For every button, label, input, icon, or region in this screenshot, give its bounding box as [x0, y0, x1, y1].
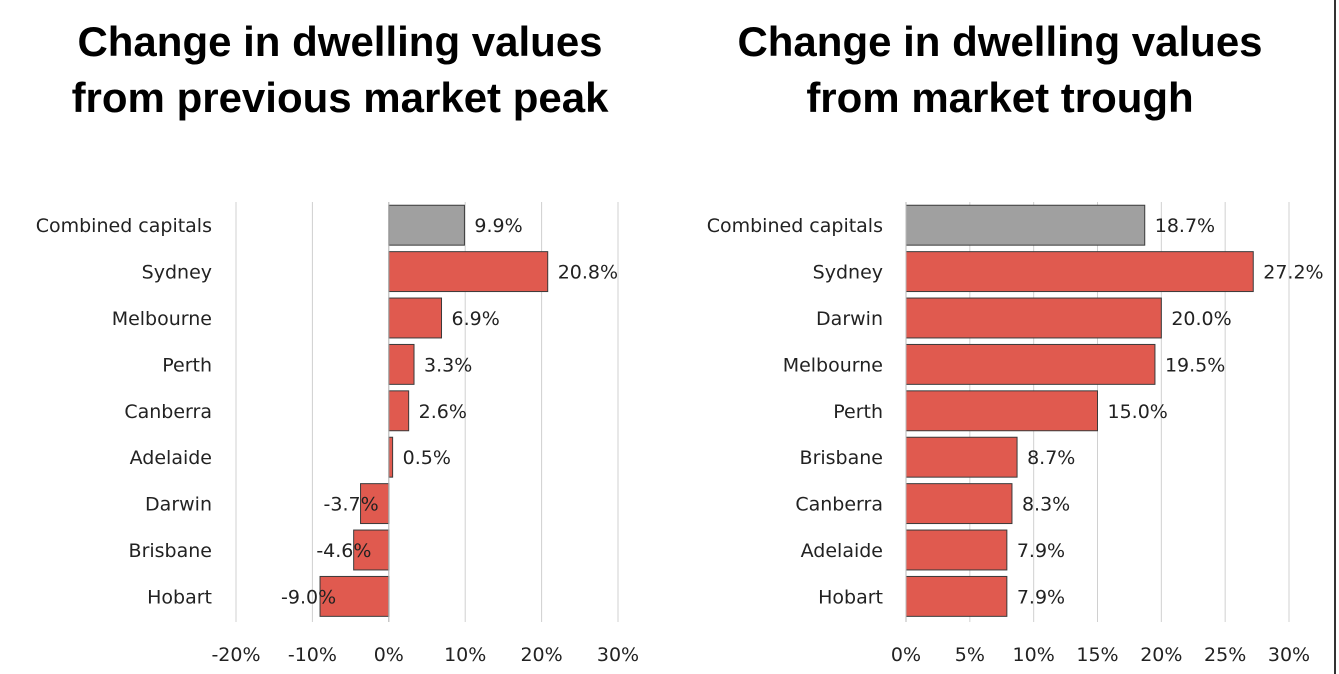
peak-category-perth: Perth [162, 354, 212, 376]
trough-data-label-combined-capitals: 18.7% [1155, 215, 1215, 237]
peak-category-canberra: Canberra [124, 401, 212, 423]
trough-category-brisbane: Brisbane [800, 447, 883, 469]
trough-category-canberra: Canberra [795, 494, 883, 516]
peak-category-sydney: Sydney [142, 262, 212, 284]
trough-data-label-darwin: 20.0% [1171, 308, 1231, 330]
trough-category-sydney: Sydney [813, 262, 883, 284]
trough-data-label-hobart: 7.9% [1017, 586, 1065, 608]
trough-data-label-sydney: 27.2% [1263, 262, 1323, 284]
chart-title-trough: Change in dwelling values from market tr… [680, 14, 1320, 126]
peak-tick-label: 20% [520, 644, 562, 666]
chart-peak: -20% -10% 0% 10% 20% 30% Combined capitals 9.9%… [36, 202, 639, 666]
chart-title-trough-line-2: from market trough [806, 74, 1194, 121]
peak-category-adelaide: Adelaide [130, 447, 212, 469]
trough-bar-perth [905, 390, 1098, 432]
trough-category-hobart: Hobart [818, 586, 883, 608]
frame-edge [1334, 0, 1336, 674]
peak-data-label-hobart: -9.0% [281, 586, 336, 608]
peak-bar-adelaide [388, 436, 394, 478]
peak-data-label-brisbane: -4.6% [316, 540, 371, 562]
trough-data-label-brisbane: 8.7% [1027, 447, 1075, 469]
peak-data-label-canberra: 2.6% [419, 401, 467, 423]
trough-tick-label: 10% [1013, 644, 1055, 666]
chart-trough: 0% 5% 10% 15% 20% 25% 30% Combined capitals 18.7… [707, 202, 1324, 666]
peak-category-hobart: Hobart [147, 586, 212, 608]
peak-tick-label: -10% [288, 644, 337, 666]
peak-tick-label: 30% [597, 644, 639, 666]
trough-bar-sydney [905, 251, 1254, 293]
chart-title-peak-line-2: from previous market peak [71, 74, 609, 121]
peak-category-darwin: Darwin [145, 494, 212, 516]
trough-tick-label: 5% [955, 644, 985, 666]
peak-tick-label: -20% [211, 644, 260, 666]
peak-bar-brisbane [353, 529, 390, 571]
trough-data-label-perth: 15.0% [1108, 401, 1168, 423]
trough-tick-label: 20% [1140, 644, 1182, 666]
trough-category-combined-capitals: Combined capitals [707, 215, 883, 237]
trough-bar-darwin [905, 297, 1162, 339]
peak-category-combined-capitals: Combined capitals [36, 215, 212, 237]
trough-category-perth: Perth [833, 401, 883, 423]
peak-bar-canberra [388, 390, 410, 432]
trough-bar-hobart [905, 575, 1008, 617]
peak-data-label-combined-capitals: 9.9% [474, 215, 522, 237]
peak-category-brisbane: Brisbane [129, 540, 212, 562]
peak-data-label-darwin: -3.7% [324, 494, 379, 516]
trough-category-darwin: Darwin [816, 308, 883, 330]
chart-title-peak-line-1: Change in dwelling values [77, 18, 603, 65]
peak-bar-sydney [388, 251, 549, 293]
trough-bar-adelaide [905, 529, 1008, 571]
peak-data-label-melbourne: 6.9% [452, 308, 500, 330]
trough-bar-combined-capitals [905, 204, 1146, 246]
peak-bar-combined-capitals [388, 204, 465, 246]
peak-category-melbourne: Melbourne [112, 308, 212, 330]
peak-data-label-perth: 3.3% [424, 354, 472, 376]
chart-title-trough-line-1: Change in dwelling values [737, 18, 1263, 65]
trough-data-label-melbourne: 19.5% [1165, 354, 1225, 376]
peak-tick-label: 0% [374, 644, 404, 666]
chart-title-peak: Change in dwelling values from previous … [20, 14, 660, 126]
trough-data-label-canberra: 8.3% [1022, 494, 1070, 516]
trough-tick-label: 0% [891, 644, 921, 666]
trough-tick-label: 25% [1204, 644, 1246, 666]
peak-data-label-adelaide: 0.5% [403, 447, 451, 469]
trough-bar-brisbane [905, 436, 1018, 478]
trough-bar-melbourne [905, 343, 1156, 385]
trough-tick-label: 30% [1268, 644, 1310, 666]
peak-data-label-sydney: 20.8% [558, 262, 618, 284]
trough-category-adelaide: Adelaide [801, 540, 883, 562]
peak-bar-melbourne [388, 297, 443, 339]
trough-category-melbourne: Melbourne [783, 354, 883, 376]
trough-data-label-adelaide: 7.9% [1017, 540, 1065, 562]
peak-tick-label: 10% [444, 644, 486, 666]
trough-tick-label: 15% [1076, 644, 1118, 666]
trough-bar-canberra [905, 483, 1013, 525]
peak-bar-perth [388, 343, 415, 385]
